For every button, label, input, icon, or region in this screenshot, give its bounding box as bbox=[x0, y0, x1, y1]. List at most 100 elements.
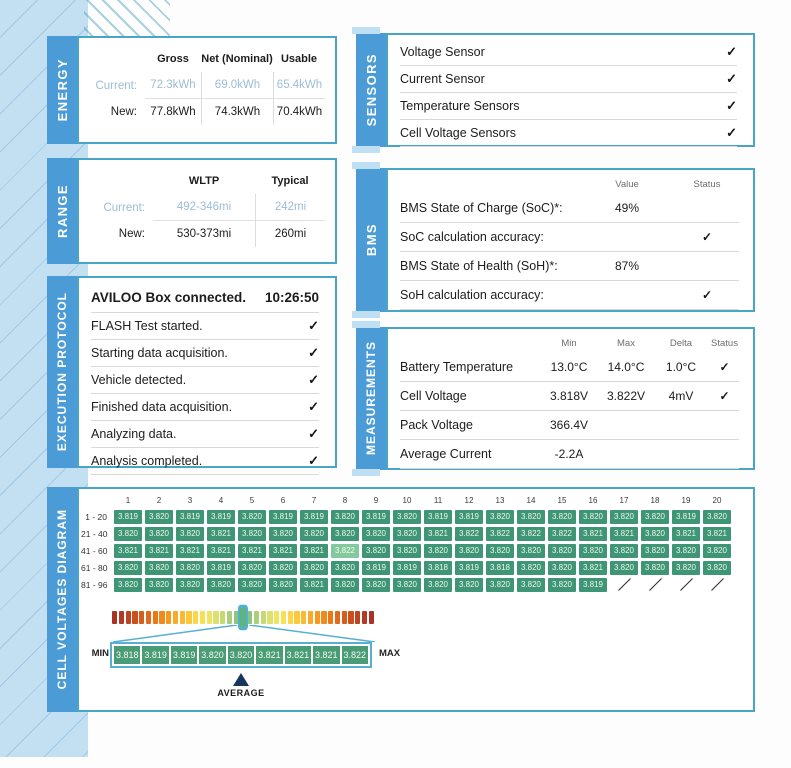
energy-current-label: Current: bbox=[95, 79, 137, 92]
grid-column-header: 18 bbox=[650, 496, 660, 505]
gradient-segment bbox=[253, 611, 259, 624]
grid-cell: 3.820 bbox=[145, 527, 173, 541]
gradient-segment bbox=[213, 611, 219, 624]
grid-cell: 3.820 bbox=[548, 544, 576, 558]
cell-voltages-content: 1 2 3 4 5 6 7 8 9 10 11 12 13 14 15 16 17 18 19 20 1 - 20 3.8… bbox=[79, 489, 753, 710]
grid-column-header: 8 bbox=[342, 496, 348, 505]
grid-cell: 3.819 bbox=[362, 561, 390, 575]
grid-cell: 3.820 bbox=[269, 578, 297, 592]
grid-cell: 3.820 bbox=[486, 510, 514, 524]
grid-cell: 3.822 bbox=[548, 527, 576, 541]
sensor-label: Voltage Sensor bbox=[400, 45, 485, 59]
gradient-segment bbox=[294, 611, 300, 624]
grid-column-header: 7 bbox=[311, 496, 317, 505]
measurement-delta: 4mV bbox=[668, 389, 694, 403]
magnified-cell: 3.820 bbox=[227, 646, 255, 664]
energy-col-net: Net (Nominal) bbox=[201, 53, 273, 65]
gradient-segment bbox=[193, 611, 199, 624]
gradient-segment bbox=[301, 611, 307, 624]
gradient-segment bbox=[152, 611, 158, 624]
grid-column-header: 15 bbox=[557, 496, 567, 505]
grid-cell: 3.820 bbox=[455, 578, 483, 592]
grid-cell: 3.820 bbox=[517, 578, 545, 592]
energy-new-usable: 70.4kWh bbox=[273, 99, 325, 125]
grid-cell: 3.821 bbox=[300, 544, 328, 558]
grid-cell: 3.820 bbox=[145, 578, 173, 592]
grid-column-header: 1 bbox=[125, 496, 131, 505]
bms-row: SoC calculation accuracy: ✓ bbox=[400, 223, 739, 252]
cell-voltages-title: CELL VOLTAGES DIAGRAM bbox=[55, 509, 69, 690]
energy-table: Gross Net (Nominal) Usable Current: 72.3… bbox=[79, 38, 335, 125]
measurement-min: 13.0°C bbox=[550, 360, 588, 374]
grid-cell: 3.821 bbox=[610, 527, 638, 541]
protocol-step-label: FLASH Test started. bbox=[91, 319, 203, 333]
gradient-segment bbox=[368, 611, 374, 624]
grid-cell-empty bbox=[610, 578, 638, 592]
bms-row-label: BMS State of Health (SoH)*: bbox=[400, 259, 558, 273]
energy-panel: ENERGY Gross Net (Nominal) Usable Curren… bbox=[47, 36, 337, 144]
sensor-label: Temperature Sensors bbox=[400, 99, 520, 113]
check-icon: ✓ bbox=[719, 360, 730, 374]
gradient-segment bbox=[186, 611, 192, 624]
protocol-step-label: Analysis completed. bbox=[91, 454, 203, 468]
grid-cell: 3.821 bbox=[579, 527, 607, 541]
check-icon: ✓ bbox=[726, 71, 737, 86]
grid-cell-empty bbox=[641, 578, 669, 592]
gradient-segment bbox=[159, 611, 165, 624]
grid-cell: 3.822 bbox=[331, 544, 359, 558]
gradient-segment bbox=[321, 611, 327, 624]
grid-column-header: 19 bbox=[681, 496, 691, 505]
grid-cell: 3.820 bbox=[176, 578, 204, 592]
grid-column-header: 13 bbox=[495, 496, 505, 505]
protocol-time: 10:26:50 bbox=[264, 289, 319, 305]
sensor-row: Voltage Sensor ✓ bbox=[400, 39, 737, 66]
gradient-segment bbox=[179, 611, 185, 624]
energy-current-net: 69.0kWh bbox=[201, 72, 273, 99]
bms-row-value: 49% bbox=[614, 201, 640, 215]
grid-cell: 3.820 bbox=[114, 561, 142, 575]
cell-voltage-grid: 1 2 3 4 5 6 7 8 9 10 11 12 13 14 15 16 17 18 19 20 1 - 20 3.8… bbox=[81, 495, 731, 592]
grid-cell: 3.820 bbox=[238, 578, 266, 592]
slash-icon bbox=[617, 578, 631, 591]
energy-card: Gross Net (Nominal) Usable Current: 72.3… bbox=[77, 36, 337, 144]
grid-cell: 3.820 bbox=[362, 578, 390, 592]
grid-cell: 3.822 bbox=[517, 527, 545, 541]
gradient-segment bbox=[233, 611, 239, 624]
measurements-col-delta: Delta bbox=[669, 337, 693, 349]
decorative-nub bbox=[352, 321, 380, 328]
grid-cell: 3.821 bbox=[145, 544, 173, 558]
magnified-cell: 3.819 bbox=[142, 646, 169, 664]
bms-row: SoH calculation accuracy: ✓ bbox=[400, 281, 739, 310]
gradient-highlight-segment bbox=[240, 607, 246, 628]
grid-cell: 3.820 bbox=[362, 544, 390, 558]
grid-row-label: 41 - 60 bbox=[81, 546, 108, 556]
check-icon: ✓ bbox=[719, 389, 730, 403]
grid-cell: 3.821 bbox=[300, 578, 328, 592]
range-card: WLTP Typical Current: 492-346mi 242mi Ne… bbox=[77, 158, 337, 264]
energy-current-gross: 72.3kWh bbox=[145, 72, 201, 99]
gradient-segment bbox=[348, 611, 354, 624]
range-header-row: WLTP Typical bbox=[89, 168, 325, 194]
grid-column-header: 10 bbox=[402, 496, 412, 505]
gradient-segment bbox=[260, 611, 266, 624]
measurements-panel: MEASUREMENTS Min Max Delta Status Batter… bbox=[352, 321, 755, 476]
grid-cell: 3.820 bbox=[176, 527, 204, 541]
grid-column-header: 9 bbox=[373, 496, 379, 505]
gradient-segment bbox=[247, 611, 253, 624]
grid-cell: 3.820 bbox=[610, 510, 638, 524]
gradient-segment bbox=[307, 611, 313, 624]
protocol-step-label: Starting data acquisition. bbox=[91, 346, 228, 360]
grid-cell: 3.819 bbox=[207, 561, 235, 575]
cell-voltages-card: 1 2 3 4 5 6 7 8 9 10 11 12 13 14 15 16 17 18 19 20 1 - 20 3.8… bbox=[77, 487, 755, 712]
magnified-cell: 3.820 bbox=[199, 646, 226, 664]
execution-protocol-title: EXECUTION PROTOCOL bbox=[55, 292, 69, 452]
check-icon: ✓ bbox=[701, 230, 713, 244]
gradient-segment bbox=[139, 611, 145, 624]
bms-panel: BMS Value Status BMS State of Charge (So… bbox=[352, 162, 755, 318]
grid-cell: 3.820 bbox=[641, 544, 669, 558]
grid-cell: 3.819 bbox=[672, 510, 700, 524]
bms-row-label: SoH calculation accuracy: bbox=[400, 288, 544, 302]
measurement-delta: 1.0°C bbox=[665, 360, 697, 374]
sensors-card: Voltage Sensor ✓ Current Sensor ✓ Temper… bbox=[386, 33, 755, 147]
gradient-segment bbox=[314, 611, 320, 624]
